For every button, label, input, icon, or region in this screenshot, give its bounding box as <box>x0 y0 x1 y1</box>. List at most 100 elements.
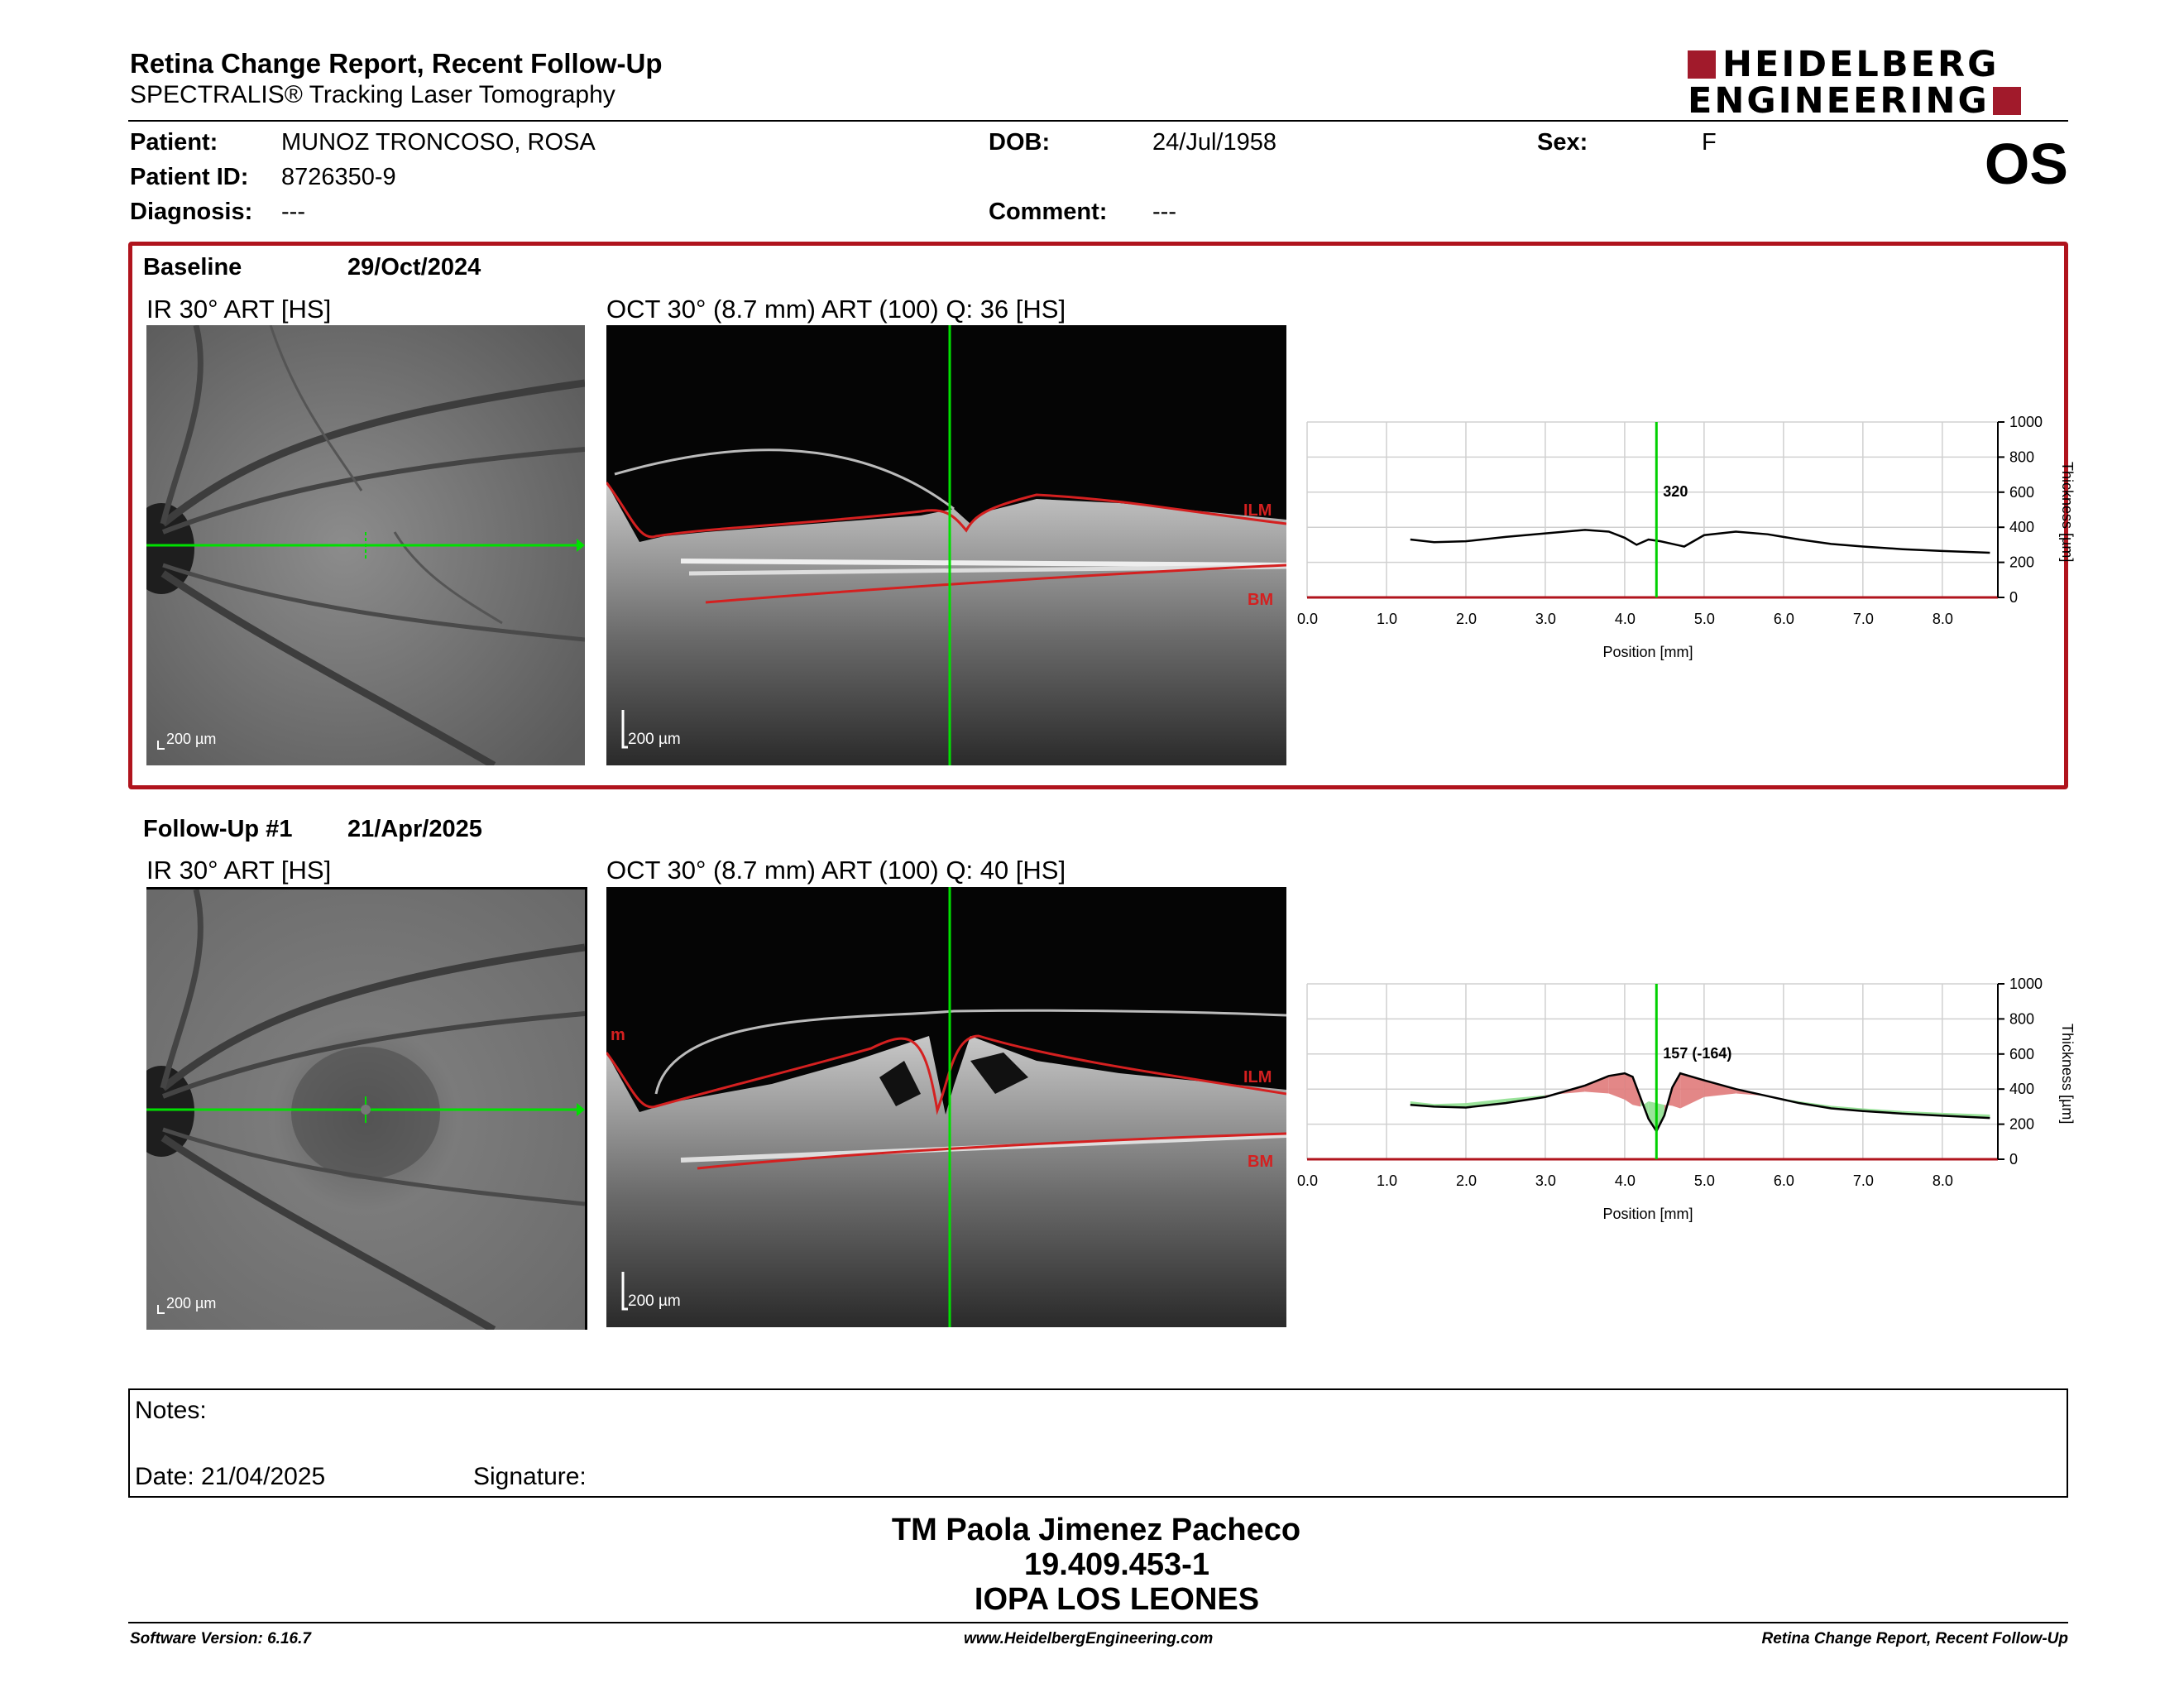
chart-y-tick-label: 1000 <box>2009 976 2043 992</box>
baseline-panel <box>128 242 2068 789</box>
followup-ir-scale: 200 µm <box>166 1295 216 1312</box>
baseline-bm-label: BM <box>1248 591 1273 609</box>
signer-name: TM Paola Jimenez Pacheco <box>891 1513 1301 1547</box>
chart-x-axis-label: Position [mm] <box>1603 1206 1693 1222</box>
eye-indicator: OS <box>1984 132 2068 196</box>
followup-oct-image[interactable]: m ILM BM 200 µm <box>606 887 1286 1327</box>
baseline-ir-image[interactable]: 200 µm <box>146 325 585 765</box>
logo-line-2: ENGINEERING <box>1688 83 2068 119</box>
chart-y-tick-label: 200 <box>2009 1116 2034 1133</box>
followup-label: Follow-Up #1 <box>143 816 293 842</box>
followup-bm-label: BM <box>1248 1153 1273 1171</box>
chart-increase-area <box>1680 1073 1704 1109</box>
chart-y-tick-label: 800 <box>2009 1010 2034 1027</box>
chart-increase-area <box>1736 1089 1768 1096</box>
baseline-oct-svg: ILM BM 200 µm <box>606 325 1286 765</box>
chart-x-tick-label: 8.0 <box>1933 1172 1953 1189</box>
baseline-label: Baseline <box>143 254 242 281</box>
footer-report-name: Retina Change Report, Recent Follow-Up <box>1761 1630 2068 1647</box>
chart-x-tick-label: 6.0 <box>1774 1172 1794 1189</box>
website-link[interactable]: www.HeidelbergEngineering.com <box>964 1630 1214 1647</box>
followup-ilm-label: ILM <box>1243 1068 1272 1086</box>
chart-y-axis-label: Thickness [µm] <box>2059 1024 2076 1124</box>
chart-increase-area <box>1584 1076 1609 1094</box>
diagnosis-value: --- <box>281 199 305 225</box>
chart-y-axis-label: Thickness [µm] <box>2059 462 2076 562</box>
chart-x-tick-label: 4.0 <box>1615 1172 1636 1189</box>
chart-x-tick-label: 0.0 <box>1297 1172 1318 1189</box>
logo-square-icon <box>1992 87 2021 115</box>
header-rule <box>128 120 2068 122</box>
baseline-thickness-chart: 0 200 400 600 800 1000 0.0 1.0 2.0 3.0 4.0 5.0 6.0 7.… <box>1297 414 2076 660</box>
chart-x-tick-label: 5.0 <box>1694 611 1715 627</box>
followup-ir-image[interactable]: 200 µm <box>146 887 587 1330</box>
chart-y-tick-label: 400 <box>2009 1081 2034 1097</box>
chart-y-tick-label: 0 <box>2009 1151 2018 1168</box>
chart-x-tick-label: 7.0 <box>1853 1172 1874 1189</box>
chart-x-tick-label: 1.0 <box>1377 611 1397 627</box>
chart-cursor-label: 320 <box>1663 483 1688 500</box>
followup-fundus-svg: 200 µm <box>146 890 585 1330</box>
chart-y-tick-label: 400 <box>2009 519 2034 535</box>
baseline-ilm-label: ILM <box>1243 501 1272 520</box>
notes-date: Date: 21/04/2025 <box>135 1463 326 1490</box>
report-title: Retina Change Report, Recent Follow-Up <box>130 48 663 79</box>
comment-label: Comment: <box>989 199 1108 225</box>
chart-y-tick-label: 800 <box>2009 448 2034 465</box>
notes-box[interactable]: Notes: Date: 21/04/2025 Signature: <box>128 1388 2068 1498</box>
chart-thickness-line <box>1410 1072 1990 1134</box>
chart-x-axis-label: Position [mm] <box>1603 644 1693 660</box>
patient-label: Patient: <box>130 129 218 156</box>
baseline-oct-caption: OCT 30° (8.7 mm) ART (100) Q: 36 [HS] <box>606 295 1066 324</box>
chart-x-tick-label: 0.0 <box>1297 611 1318 627</box>
comment-value: --- <box>1152 199 1176 225</box>
followup-date: 21/Apr/2025 <box>347 816 482 842</box>
chart-x-tick-label: 8.0 <box>1933 611 1953 627</box>
followup-thickness-chart: 0 200 400 600 800 1000 0.0 1.0 2.0 3.0 4.0 5.0 6.0 7.… <box>1297 976 2076 1222</box>
heidelberg-logo: HEIDELBERG ENGINEERING <box>1688 46 2068 119</box>
followup-oct-svg: m ILM BM 200 µm <box>606 887 1286 1327</box>
chart-x-tick-label: 4.0 <box>1615 611 1636 627</box>
followup-ir-caption: IR 30° ART [HS] <box>146 856 332 885</box>
chart-cursor-label: 157 (-164) <box>1663 1045 1731 1062</box>
diagnosis-label: Diagnosis: <box>130 199 253 225</box>
chart-x-tick-label: 7.0 <box>1853 611 1874 627</box>
notes-label: Notes: <box>135 1397 207 1424</box>
chart-x-tick-label: 1.0 <box>1377 1172 1397 1189</box>
signer-institution: IOPA LOS LEONES <box>974 1582 1260 1617</box>
followup-oct-scale: 200 µm <box>628 1292 681 1310</box>
chart-increase-area <box>1672 1073 1681 1109</box>
software-version: Software Version: 6.16.7 <box>130 1630 311 1647</box>
report-subtitle: SPECTRALIS® Tracking Laser Tomography <box>130 81 615 108</box>
baseline-oct-image[interactable]: ILM BM 200 µm <box>606 325 1286 765</box>
sex-label: Sex: <box>1537 129 1588 156</box>
chart-x-tick-label: 6.0 <box>1774 611 1794 627</box>
chart-x-tick-label: 3.0 <box>1535 1172 1556 1189</box>
dob-value: 24/Jul/1958 <box>1152 129 1276 156</box>
chart-x-tick-label: 5.0 <box>1694 1172 1715 1189</box>
chart-increase-area <box>1608 1073 1625 1100</box>
chart-decrease-area <box>1656 1103 1664 1132</box>
chart-increase-area <box>1703 1080 1736 1097</box>
sex-value: F <box>1702 129 1717 156</box>
logo-line-1: HEIDELBERG <box>1688 46 2068 83</box>
chart-decrease-area <box>1648 1101 1657 1132</box>
signer-rut: 19.409.453-1 <box>1024 1547 1209 1582</box>
chart-x-tick-label: 2.0 <box>1456 611 1477 627</box>
patient-id-label: Patient ID: <box>130 164 249 190</box>
chart-x-tick-label: 2.0 <box>1456 1172 1477 1189</box>
logo-square-icon <box>1688 50 1716 79</box>
chart-x-tick-label: 3.0 <box>1535 611 1556 627</box>
baseline-ir-scale: 200 µm <box>166 731 216 747</box>
baseline-oct-scale: 200 µm <box>628 731 681 748</box>
baseline-date: 29/Oct/2024 <box>347 254 481 281</box>
chart-y-tick-label: 200 <box>2009 554 2034 571</box>
footer-rule <box>128 1622 2068 1623</box>
chart-decrease-area <box>1465 1098 1506 1108</box>
signature-label: Signature: <box>473 1463 587 1490</box>
chart-y-tick-label: 0 <box>2009 589 2018 606</box>
followup-m-marker: m <box>611 1026 625 1044</box>
chart-increase-area <box>1624 1073 1633 1105</box>
dob-label: DOB: <box>989 129 1051 156</box>
followup-oct-caption: OCT 30° (8.7 mm) ART (100) Q: 40 [HS] <box>606 856 1066 885</box>
